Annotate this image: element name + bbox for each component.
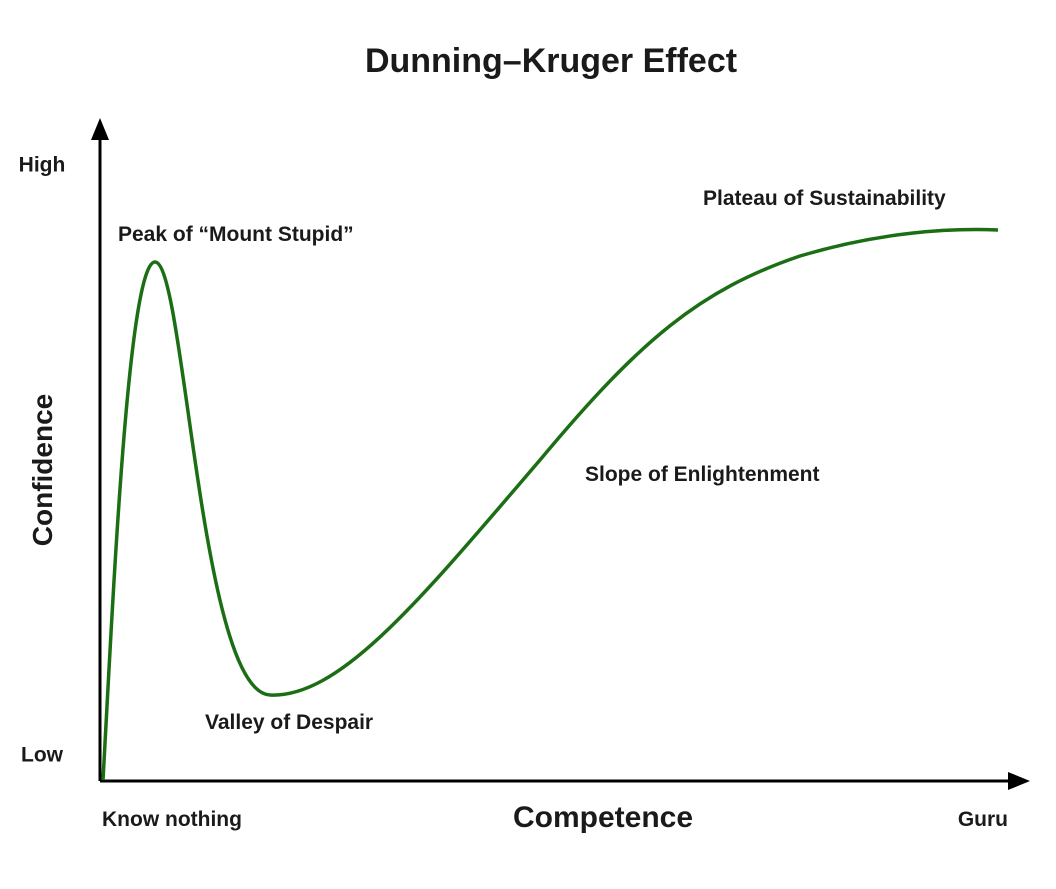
slope-annotation: Slope of Enlightenment xyxy=(585,463,820,486)
valley-annotation: Valley of Despair xyxy=(205,711,373,734)
x-start-label: Know nothing xyxy=(102,808,242,831)
plateau-annotation: Plateau of Sustainability xyxy=(703,187,946,210)
y-arrowhead xyxy=(91,118,109,140)
title: Dunning–Kruger Effect xyxy=(365,42,737,80)
x-arrowhead xyxy=(1008,772,1030,790)
peak-annotation: Peak of “Mount Stupid” xyxy=(118,223,354,246)
x-end-label: Guru xyxy=(958,808,1008,831)
y-high-label: High xyxy=(19,154,66,177)
y-axis-title: Confidence xyxy=(27,394,58,546)
y-low-label: Low xyxy=(21,744,64,767)
confidence-curve xyxy=(101,227,999,781)
x-axis-title: Competence xyxy=(513,801,693,834)
